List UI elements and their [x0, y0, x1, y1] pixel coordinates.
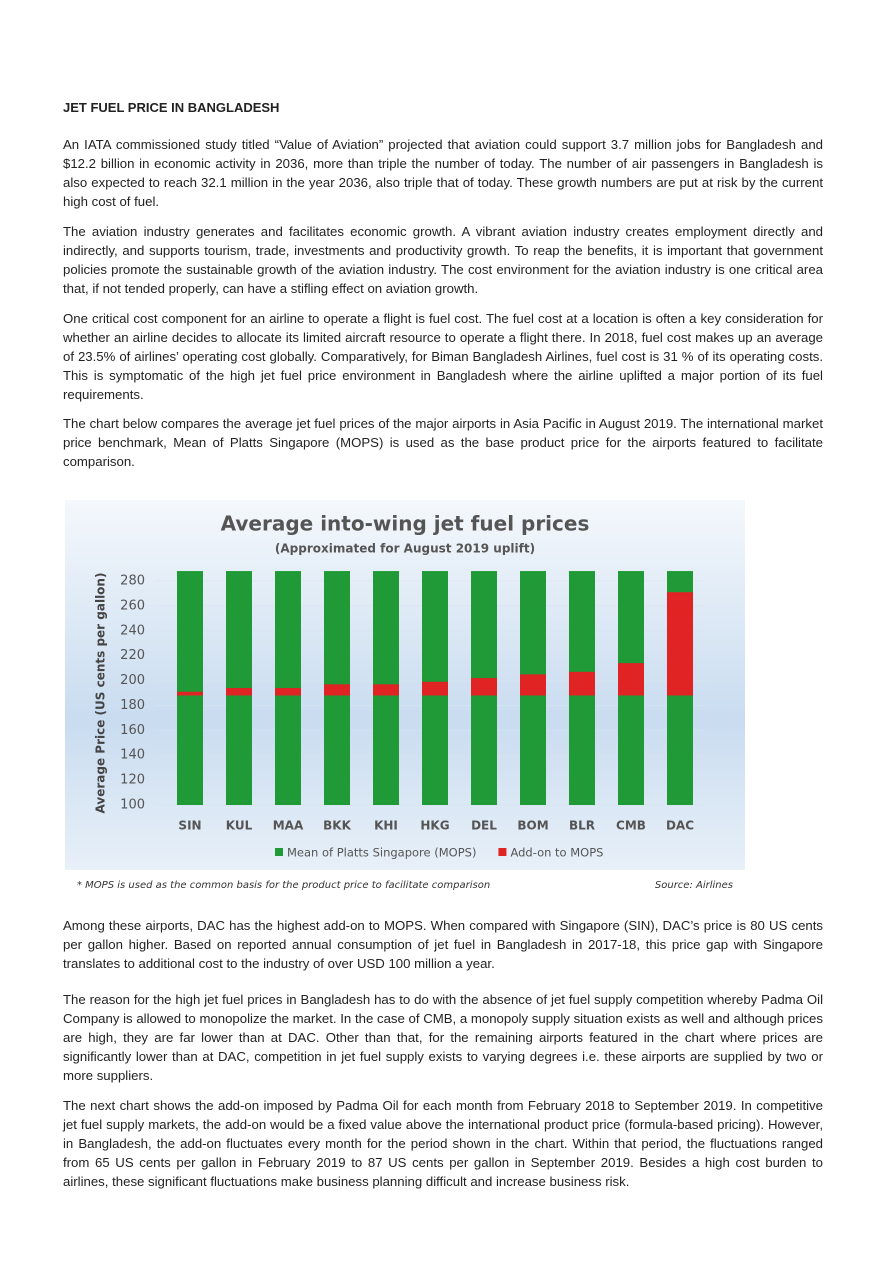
- paragraph: The aviation industry generates and faci…: [63, 224, 823, 296]
- chart-subtitle: (Approximated for August 2019 uplift): [275, 542, 535, 556]
- bar-segment: [471, 678, 497, 696]
- bar-segment: [177, 571, 203, 805]
- x-tick-label: SIN: [178, 819, 201, 833]
- x-tick-label: DEL: [471, 819, 497, 833]
- bar-segment: [324, 684, 350, 696]
- legend-label: Mean of Platts Singapore (MOPS): [287, 846, 476, 860]
- x-tick-label: DAC: [666, 819, 694, 833]
- y-tick-label: 260: [120, 598, 145, 613]
- chart-container: Average into-wing jet fuel prices (Appro…: [65, 500, 745, 905]
- bar-segment: [618, 663, 644, 696]
- x-tick-label: BOM: [517, 819, 548, 833]
- bar-segment: [275, 688, 301, 696]
- y-tick-label: 100: [120, 798, 145, 813]
- bar-segment: [422, 681, 448, 696]
- y-tick-label: 240: [120, 623, 145, 638]
- heading: JET FUEL PRICE IN BANGLADESH: [63, 100, 280, 115]
- bar-segment: [569, 671, 595, 696]
- x-tick-label: CMB: [616, 819, 646, 833]
- y-tick-label: 280: [120, 574, 145, 589]
- x-tick-label: KHI: [374, 819, 398, 833]
- bar-segment: [373, 684, 399, 696]
- bar-segment: [226, 688, 252, 696]
- x-tick-label: HKG: [420, 819, 449, 833]
- paragraph: One critical cost component for an airli…: [63, 311, 823, 402]
- paragraph: The chart below compares the average jet…: [63, 416, 823, 469]
- paragraph: The next chart shows the add-on imposed …: [63, 1098, 823, 1189]
- y-tick-label: 180: [120, 698, 145, 713]
- chart: Average into-wing jet fuel prices (Appro…: [65, 500, 745, 900]
- x-tick-label: BLR: [569, 819, 595, 833]
- y-tick-label: 120: [120, 773, 145, 788]
- x-tick-label: BKK: [323, 819, 351, 833]
- footnote: * MOPS is used as the common basis for t…: [77, 880, 490, 891]
- legend-swatch: [498, 848, 507, 856]
- y-tick-label: 220: [120, 648, 145, 663]
- legend-label: Add-on to MOPS: [510, 846, 603, 860]
- paragraph: Among these airports, DAC has the highes…: [63, 918, 823, 971]
- bar-segment: [520, 674, 546, 696]
- source: Source: Airlines: [655, 880, 733, 891]
- x-tick-label: KUL: [226, 819, 253, 833]
- bar-segment: [667, 592, 693, 696]
- footnote-band: [65, 870, 745, 900]
- y-tick-label: 200: [120, 673, 145, 688]
- bar-segment: [177, 691, 203, 696]
- y-tick-label: 160: [120, 723, 145, 738]
- y-tick-label: 140: [120, 748, 145, 763]
- y-axis-label: Average Price (US cents per gallon): [94, 573, 108, 814]
- x-tick-label: MAA: [273, 819, 304, 833]
- chart-title: Average into-wing jet fuel prices: [221, 512, 590, 536]
- legend-swatch: [275, 848, 283, 856]
- paragraph: The reason for the high jet fuel prices …: [63, 992, 823, 1083]
- paragraph: An IATA commissioned study titled “Value…: [63, 137, 823, 209]
